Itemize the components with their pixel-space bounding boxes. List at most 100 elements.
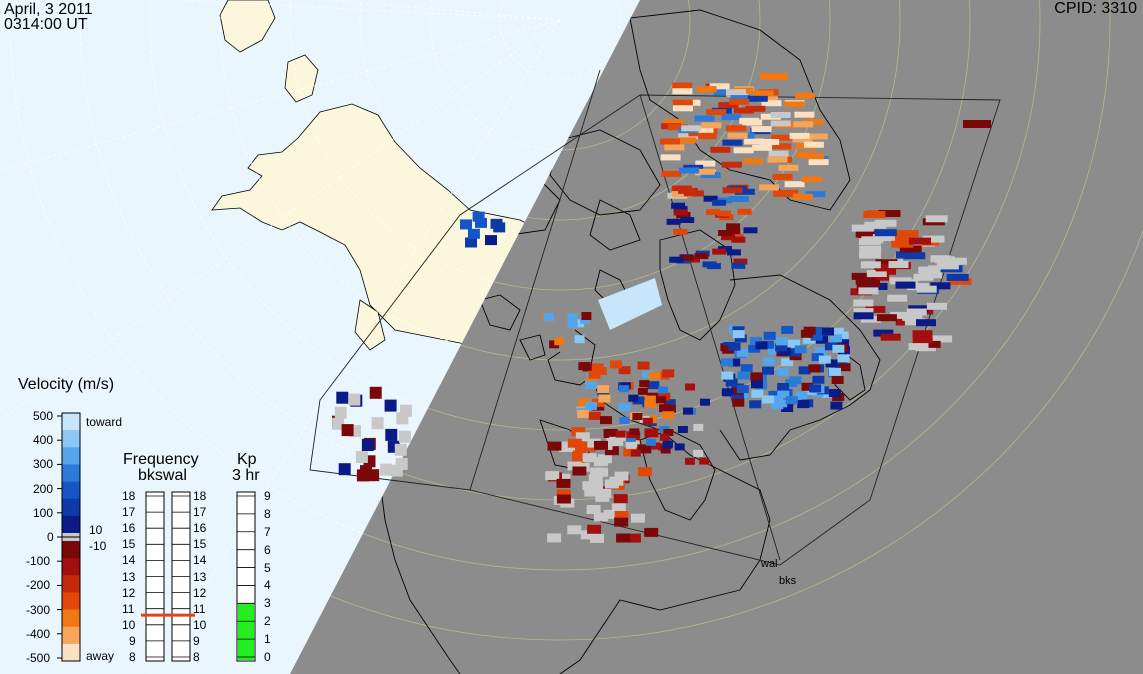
scatter-cell [880, 333, 901, 341]
frequency-tick-label-right: 15 [193, 537, 207, 552]
scatter-cell [788, 339, 800, 348]
frequency-tick-label-left: 12 [122, 585, 136, 600]
scatter-cell [762, 366, 774, 375]
scatter-cell [712, 248, 727, 255]
scatter-cell [797, 400, 810, 409]
scatter-cell [663, 399, 676, 408]
scatter-cell [916, 285, 937, 293]
frequency-tick-label-right: 17 [193, 505, 207, 520]
scatter-cell [567, 438, 582, 448]
scatter-cell [581, 312, 592, 320]
scatter-cell [659, 433, 670, 441]
scatter-cell [726, 89, 746, 96]
scatter-cell [673, 206, 688, 213]
kp-tick-label: 3 [264, 596, 271, 611]
scatter-cell [728, 358, 741, 367]
scatter-cell [743, 158, 764, 165]
scatter-cell [731, 262, 746, 269]
scatter-cell [660, 154, 681, 161]
scatter-cell [788, 348, 801, 357]
scatter-cell [745, 105, 766, 112]
scatter-cell [584, 487, 599, 497]
scatter-cell [908, 343, 929, 351]
scatter-cell [801, 176, 822, 183]
frequency-tick-label-right: 8 [193, 650, 200, 664]
scatter-cell [672, 88, 693, 95]
scatter-cell [853, 308, 874, 316]
scatter-cell [831, 327, 844, 336]
scatter-cell [467, 228, 480, 239]
scatter-cell [853, 299, 874, 307]
scatter-cell [757, 96, 778, 103]
scatter-cell [771, 134, 792, 141]
scatter-cell [760, 73, 788, 80]
scatter-cell [831, 376, 844, 384]
radar-label-wal: wal [760, 558, 778, 570]
scatter-cell [920, 340, 941, 348]
scatter-cell [614, 517, 629, 527]
scatter-cell [629, 428, 640, 436]
scatter-cell [768, 150, 789, 157]
scatter-cell [770, 120, 791, 127]
scatter-cell [681, 125, 702, 132]
scatter-cell [812, 375, 825, 384]
scatter-cell [832, 344, 845, 353]
scatter-cell [706, 209, 721, 216]
frequency-tick-label-left: 15 [122, 537, 136, 552]
scatter-cell [671, 202, 686, 209]
scatter-cell [751, 389, 764, 398]
scatter-cell [860, 279, 881, 287]
scatter-cell [930, 282, 951, 290]
scatter-cell [887, 294, 908, 302]
scatter-cell [720, 358, 733, 367]
scatter-cell [734, 334, 747, 343]
kp-tick-label: 7 [264, 524, 271, 539]
scatter-cell [556, 494, 571, 504]
scatter-cell [740, 364, 753, 373]
velocity-tick-label: 400 [33, 433, 54, 448]
scatter-cell [547, 441, 562, 451]
scatter-cell [889, 277, 912, 285]
scatter-cell [685, 383, 695, 391]
scatter-cell [733, 258, 748, 265]
scatter-cell [671, 191, 692, 198]
velocity-swatch-away [62, 575, 80, 593]
scatter-cell [718, 230, 733, 236]
scatter-cell [593, 512, 608, 522]
scatter-cell [609, 436, 624, 446]
kp-tick-label: 6 [264, 542, 271, 557]
scatter-cell [493, 222, 506, 233]
scatter-cell [465, 237, 477, 248]
scatter-cell [811, 353, 824, 362]
scatter-cell [341, 424, 354, 437]
cpid-label: CPID: 3310 [1054, 0, 1137, 17]
scatter-cell [721, 161, 742, 168]
scatter-cell [747, 95, 768, 102]
scatter-cell [771, 401, 784, 410]
scatter-cell [793, 193, 813, 200]
scatter-cell [597, 385, 610, 394]
scatter-cell [789, 132, 810, 139]
scatter-cell [891, 235, 914, 242]
kp-column [236, 491, 256, 662]
scatter-cell [795, 391, 808, 400]
velocity-tick-label: -300 [26, 602, 51, 617]
velocity-swatch-toward [62, 447, 80, 465]
scatter-cell [770, 112, 791, 118]
scatter-cell [590, 533, 604, 543]
scatter-cell [472, 211, 485, 222]
scatter-cell [801, 382, 814, 391]
scatter-cell [803, 326, 816, 335]
scatter-cell [731, 236, 746, 243]
scatter-cell [726, 223, 741, 230]
scatter-cell [781, 325, 794, 334]
scatter-cell [614, 471, 629, 481]
frequency-tick-label-right: 14 [193, 553, 207, 568]
frequency-tick-label-right: 12 [193, 585, 207, 600]
scatter-cell [932, 335, 953, 343]
scatter-cell [822, 327, 834, 336]
scatter-cell [660, 138, 680, 145]
scatter-cell [572, 466, 587, 476]
frequency-tick-label-left: 16 [122, 521, 136, 536]
